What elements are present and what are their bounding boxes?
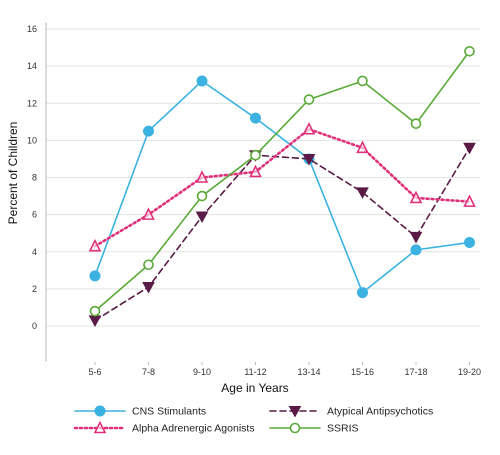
legend-marker bbox=[93, 420, 107, 434]
data-point bbox=[356, 187, 369, 199]
x-tick-label: 9-10 bbox=[193, 367, 211, 377]
series-line bbox=[94, 80, 471, 294]
series-line bbox=[93, 127, 471, 248]
data-point bbox=[142, 207, 155, 220]
y-axis-title: Percent of Children bbox=[6, 122, 20, 225]
data-point bbox=[88, 238, 102, 252]
data-point bbox=[303, 94, 315, 105]
x-tick-label: 13-14 bbox=[297, 367, 320, 377]
y-tick-label: 10 bbox=[27, 135, 37, 145]
data-point bbox=[464, 45, 475, 57]
data-point bbox=[409, 231, 423, 244]
gridlines bbox=[46, 28, 480, 327]
legend-marker bbox=[94, 405, 106, 417]
data-point bbox=[410, 118, 422, 129]
data-point bbox=[143, 125, 154, 137]
data-point bbox=[250, 149, 261, 161]
y-tick-label: 8 bbox=[32, 173, 37, 183]
series-line bbox=[94, 147, 471, 322]
legend-label: SSRIS bbox=[327, 423, 359, 435]
y-tick-label: 16 bbox=[27, 24, 37, 34]
x-tick-label: 5-6 bbox=[88, 367, 101, 377]
y-tick-label: 6 bbox=[32, 210, 37, 220]
legend-marker bbox=[289, 422, 301, 434]
y-axis-ticks: 0 2 4 6 8 10 12 14 16 bbox=[27, 24, 37, 331]
data-point bbox=[409, 190, 423, 204]
y-tick-label: 2 bbox=[32, 284, 37, 294]
data-point bbox=[302, 153, 316, 166]
data-point bbox=[463, 194, 476, 207]
data-point bbox=[89, 305, 101, 317]
series-alpha-adrenergic-agonists bbox=[88, 121, 476, 252]
data-point bbox=[142, 282, 155, 294]
data-point bbox=[249, 164, 262, 178]
data-point bbox=[357, 287, 368, 299]
data-point bbox=[195, 170, 209, 183]
series-cns-stimulants bbox=[89, 75, 475, 299]
legend-item: Atypical Antipsychotics bbox=[269, 406, 433, 418]
data-point bbox=[357, 75, 368, 87]
data-point bbox=[410, 244, 422, 256]
legend: CNS Stimulants Alpha Adrenergic Agonists A… bbox=[73, 405, 433, 435]
legend-label: Alpha Adrenergic Agonists bbox=[132, 423, 255, 435]
x-tick-label: 17-18 bbox=[404, 367, 427, 377]
x-tick-label: 19-20 bbox=[458, 367, 481, 377]
x-tick-label: 15-16 bbox=[351, 367, 374, 377]
data-point bbox=[464, 236, 475, 248]
legend-label: Atypical Antipsychotics bbox=[327, 406, 433, 418]
series-atypical-antipsychotics bbox=[88, 142, 476, 327]
x-axis-title: Age in Years bbox=[221, 381, 288, 395]
legend-item: SSRIS bbox=[269, 422, 359, 435]
series-line bbox=[94, 50, 471, 312]
data-point bbox=[143, 259, 154, 271]
data-point bbox=[356, 140, 369, 154]
data-point bbox=[302, 121, 316, 135]
legend-item: Alpha Adrenergic Agonists bbox=[73, 420, 255, 435]
data-point bbox=[250, 112, 261, 124]
y-tick-label: 12 bbox=[27, 98, 37, 108]
series-ssris bbox=[89, 45, 475, 317]
data-point bbox=[89, 270, 101, 282]
data-point bbox=[196, 75, 208, 87]
x-axis-ticks: 5-6 7-8 9-10 11-12 13-14 15-16 17-18 19-20 bbox=[88, 362, 481, 377]
y-tick-label: 0 bbox=[32, 321, 37, 331]
x-tick-label: 11-12 bbox=[244, 367, 266, 377]
legend-marker bbox=[288, 406, 302, 418]
data-point bbox=[88, 315, 102, 327]
data-point bbox=[463, 142, 476, 155]
legend-item: CNS Stimulants bbox=[74, 405, 206, 418]
y-tick-label: 14 bbox=[27, 61, 37, 71]
series-lines bbox=[88, 45, 476, 327]
y-tick-label: 4 bbox=[32, 247, 37, 257]
x-tick-label: 7-8 bbox=[142, 367, 155, 377]
legend-label: CNS Stimulants bbox=[132, 406, 206, 418]
data-point bbox=[195, 211, 209, 224]
data-point bbox=[196, 190, 208, 202]
